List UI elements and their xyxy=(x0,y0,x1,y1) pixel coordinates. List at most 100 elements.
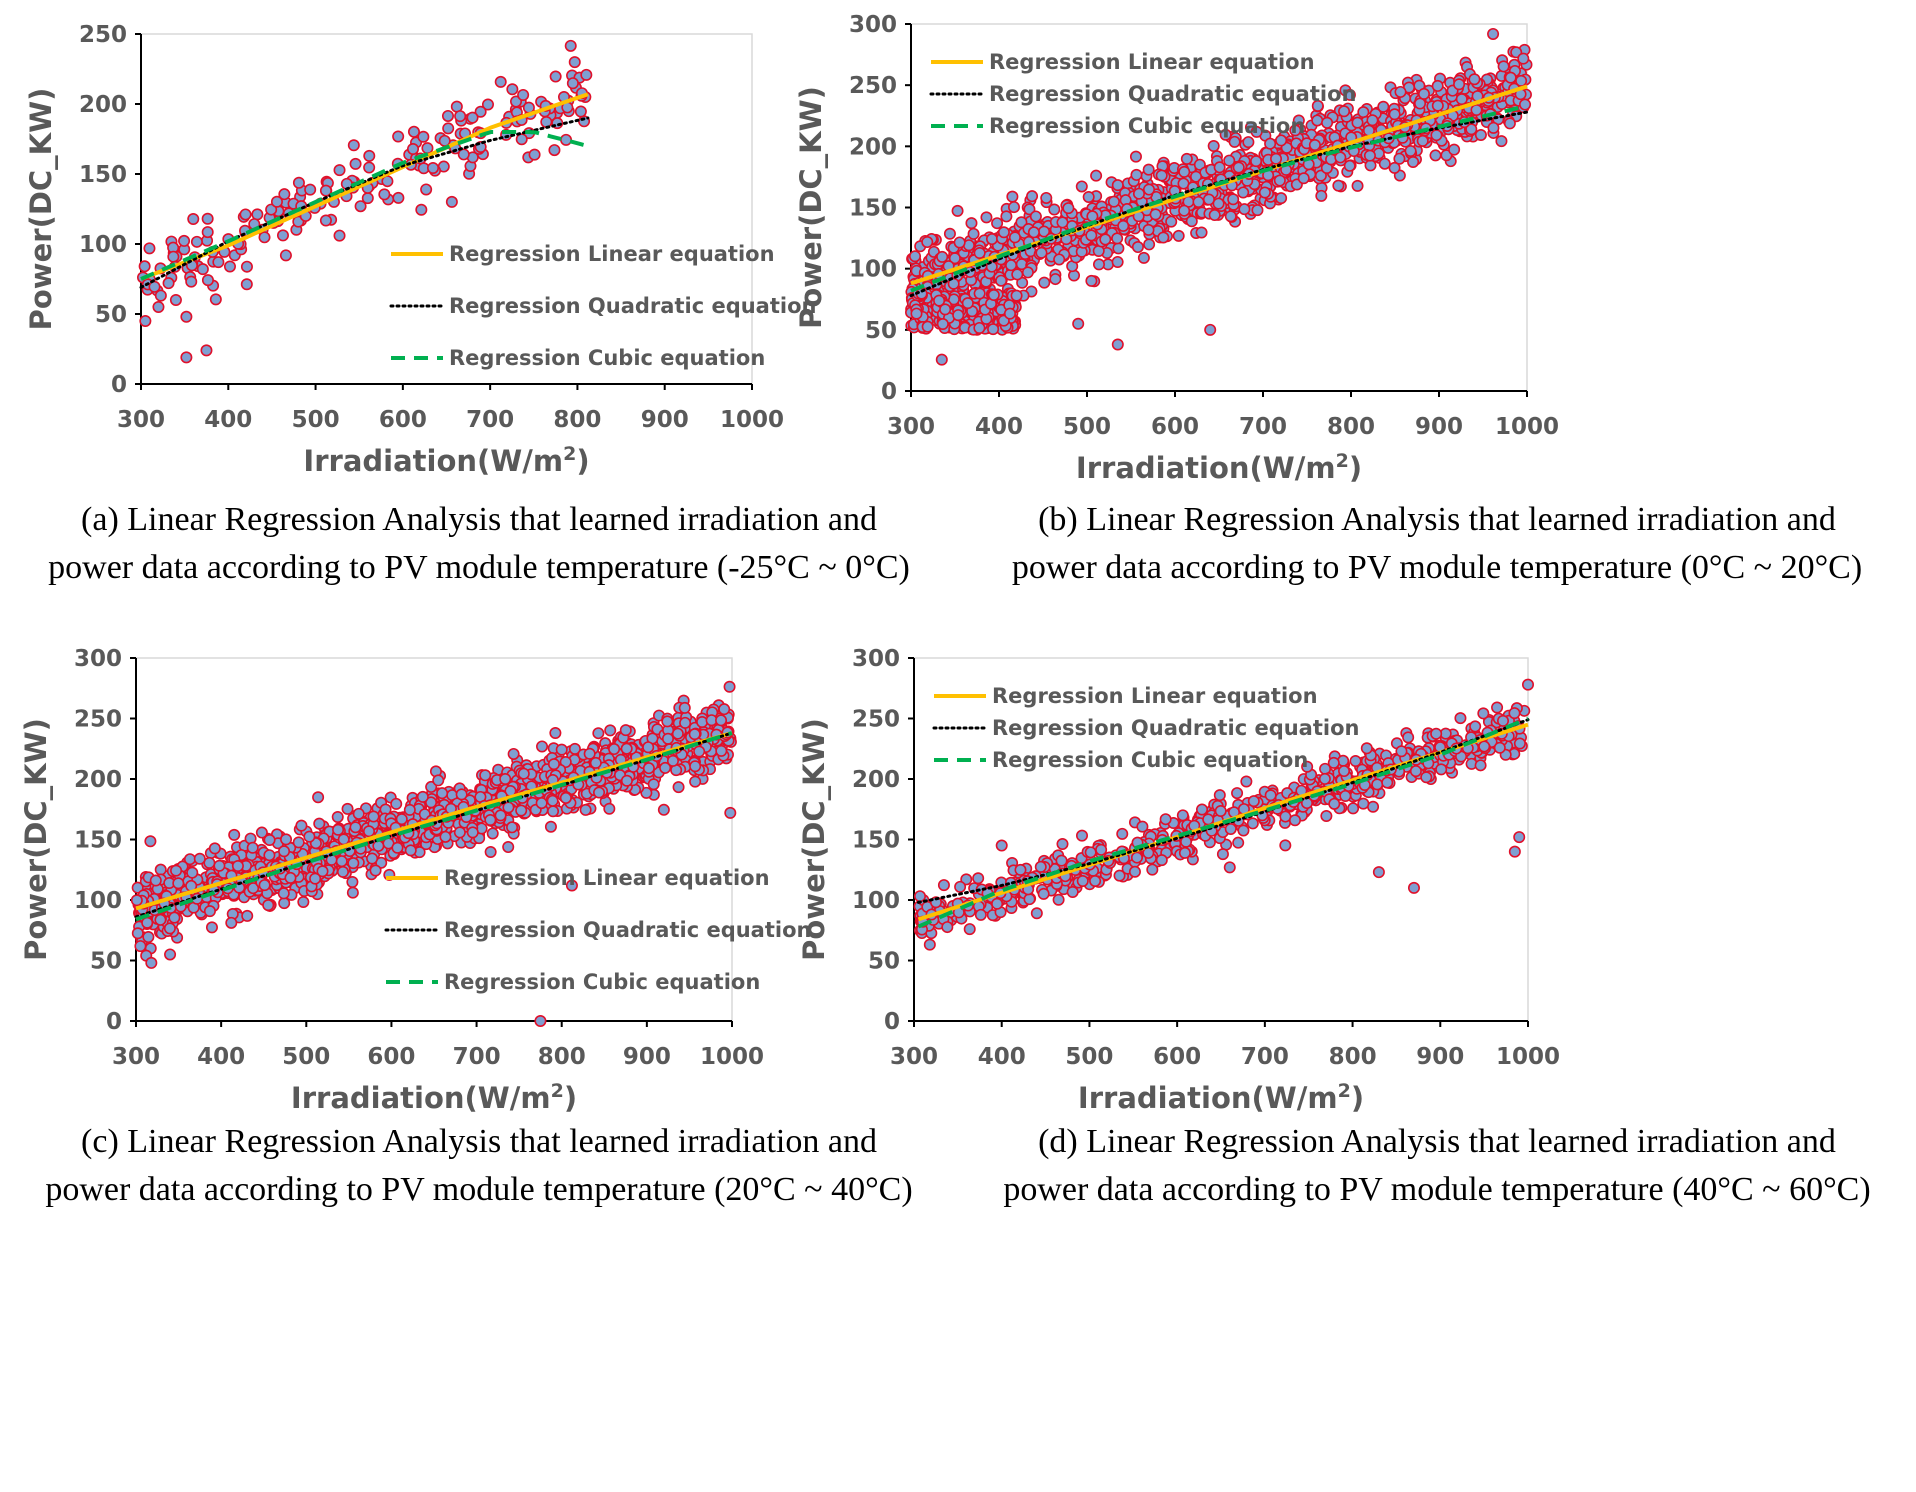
y-tick-label: 300 xyxy=(852,646,900,672)
scatter-point xyxy=(1137,251,1150,264)
scatter-point xyxy=(583,747,596,760)
caption-a-line2: power data according to PV module temper… xyxy=(48,549,910,586)
scatter-point xyxy=(292,836,305,849)
scatter-point xyxy=(445,195,458,208)
scatter-point xyxy=(1111,179,1124,192)
x-tick-label: 300 xyxy=(890,1044,938,1070)
scatter-point xyxy=(661,715,674,728)
scatter-point xyxy=(953,236,966,249)
scatter-point xyxy=(196,263,209,276)
scatter-point xyxy=(1381,776,1394,789)
scatter-point xyxy=(506,83,519,96)
scatter-point xyxy=(1196,803,1209,816)
x-tick-label: 600 xyxy=(379,407,427,433)
scatter-point xyxy=(1178,204,1191,217)
scatter-point xyxy=(528,148,541,161)
scatter-point xyxy=(715,714,728,727)
scatter-point xyxy=(169,293,182,306)
scatter-point xyxy=(347,139,360,152)
scatter-point xyxy=(1519,98,1532,111)
scatter-point xyxy=(1048,203,1061,216)
scatter-point xyxy=(225,916,238,929)
scatter-point xyxy=(1477,707,1490,720)
scatter-point xyxy=(1468,73,1481,86)
scatter-point xyxy=(1429,149,1442,162)
scatter-point xyxy=(1431,99,1444,112)
x-tick-label: 500 xyxy=(282,1044,330,1070)
scatter-point xyxy=(1508,845,1521,858)
legend-label: Regression Cubic equation xyxy=(449,346,765,370)
scatter-point xyxy=(909,250,922,263)
scatter-point xyxy=(1116,827,1129,840)
scatter-point xyxy=(965,217,978,230)
scatter-point xyxy=(549,70,562,83)
scatter-point xyxy=(1517,52,1530,65)
scatter-point xyxy=(1515,74,1528,87)
scatter-point xyxy=(1414,97,1427,110)
scatter-point xyxy=(494,809,507,822)
scatter-point xyxy=(502,801,515,814)
scatter-point xyxy=(1297,172,1310,185)
scatter-point xyxy=(715,744,728,757)
scatter-point xyxy=(1407,881,1420,894)
scatter-point xyxy=(1270,152,1283,165)
scatter-point xyxy=(279,249,292,262)
scatter-point xyxy=(1099,233,1112,246)
scatter-point xyxy=(1338,105,1351,118)
scatter-point xyxy=(486,827,499,840)
scatter-point xyxy=(1132,187,1145,200)
chart-a: 0 50 100 150 200 250 300 400 500 600 700 800 900 1000… xyxy=(24,22,816,478)
scatter-point xyxy=(642,741,655,754)
scatter-point xyxy=(154,913,167,926)
scatter-point xyxy=(1497,714,1510,727)
scatter-point xyxy=(921,236,934,249)
scatter-point xyxy=(251,208,264,221)
scatter-point xyxy=(642,762,655,775)
scatter-point xyxy=(1349,755,1362,768)
scatter-point xyxy=(510,95,523,108)
scatter-point xyxy=(484,813,497,826)
scatter-point xyxy=(1334,151,1347,164)
scatter-point xyxy=(679,716,692,729)
scatter-point xyxy=(141,916,154,929)
caption-d-line2: power data according to PV module temper… xyxy=(1003,1171,1871,1208)
scatter-point xyxy=(1006,190,1019,203)
scatter-point xyxy=(162,277,175,290)
scatter-point xyxy=(201,212,214,225)
scatter-point xyxy=(1178,165,1191,178)
scatter-point xyxy=(947,277,960,290)
scatter-point xyxy=(474,105,487,118)
scatter-point xyxy=(1258,186,1271,199)
scatter-point xyxy=(1487,121,1500,134)
scatter-point xyxy=(170,864,183,877)
scatter-point xyxy=(200,344,213,357)
scatter-point xyxy=(619,724,632,737)
x-tick-label: 1000 xyxy=(1496,1044,1560,1070)
scatter-point xyxy=(335,855,348,868)
scatter-point xyxy=(362,825,375,838)
x-tick-label: 800 xyxy=(1329,1044,1377,1070)
scatter-point xyxy=(164,948,177,961)
scatter-point xyxy=(1180,152,1193,165)
scatter-point xyxy=(1185,215,1198,228)
series-line-dashed xyxy=(917,716,1529,929)
y-tick-label: 50 xyxy=(90,949,122,975)
scatter-point xyxy=(349,157,362,170)
scatter-point xyxy=(168,911,181,924)
scatter-point xyxy=(534,1014,547,1027)
scatter-point xyxy=(517,88,530,101)
scatter-point xyxy=(367,810,380,823)
x-tick-label: 900 xyxy=(641,407,689,433)
scatter-point xyxy=(1035,246,1048,259)
scatter-point xyxy=(1086,210,1099,223)
scatter-point xyxy=(336,865,349,878)
scatter-point xyxy=(1053,253,1066,266)
scatter-point xyxy=(466,826,479,839)
scatter-point xyxy=(1465,123,1478,136)
x-axis-label: Irradiation(W/m2) xyxy=(291,1080,577,1115)
scatter-point xyxy=(1453,78,1466,91)
scatter-point xyxy=(941,921,954,934)
scatter-point xyxy=(441,109,454,122)
scatter-point xyxy=(1084,846,1097,859)
scatter-point xyxy=(263,849,276,862)
